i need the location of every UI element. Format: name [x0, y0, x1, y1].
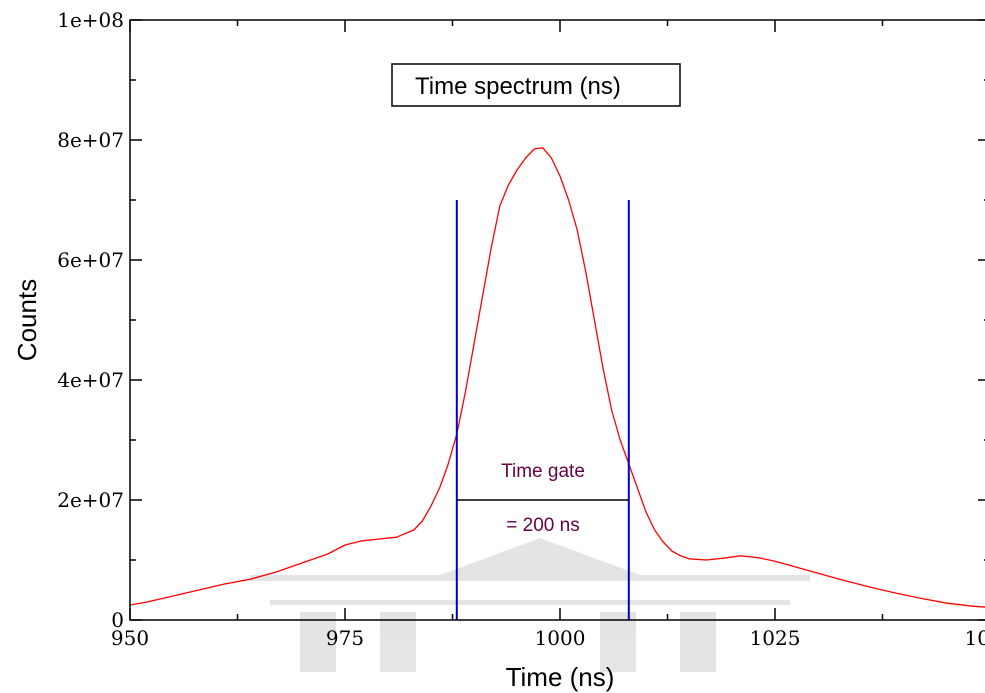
- gate-label-bottom: = 200 ns: [506, 515, 579, 536]
- y-tick-label: 4e+07: [57, 368, 124, 392]
- x-tick-label: 1000: [535, 626, 586, 650]
- legend-box: [391, 63, 681, 107]
- series-line-time-spectrum: [129, 147, 985, 608]
- gate-label-top: Time gate: [501, 461, 585, 482]
- y-tick-label: 1e+08: [57, 8, 124, 32]
- y-tick-label: 6e+07: [57, 248, 124, 272]
- legend: Time spectrum (ns): [391, 63, 681, 107]
- x-tick-label: 1025: [750, 626, 801, 650]
- x-axis-title: Time (ns): [506, 662, 615, 692]
- watermark: [250, 538, 810, 672]
- x-tick-label: 950: [111, 626, 149, 650]
- y-axis-title: Counts: [12, 279, 42, 361]
- y-tick-label: 2e+07: [57, 488, 124, 512]
- y-tick-label: 8e+07: [57, 128, 124, 152]
- legend-entry: Time spectrum (ns): [415, 73, 621, 100]
- x-tick-label: 975: [326, 626, 364, 650]
- x-tick-label: 1050: [965, 626, 985, 650]
- y-tick-label: 0: [111, 608, 124, 632]
